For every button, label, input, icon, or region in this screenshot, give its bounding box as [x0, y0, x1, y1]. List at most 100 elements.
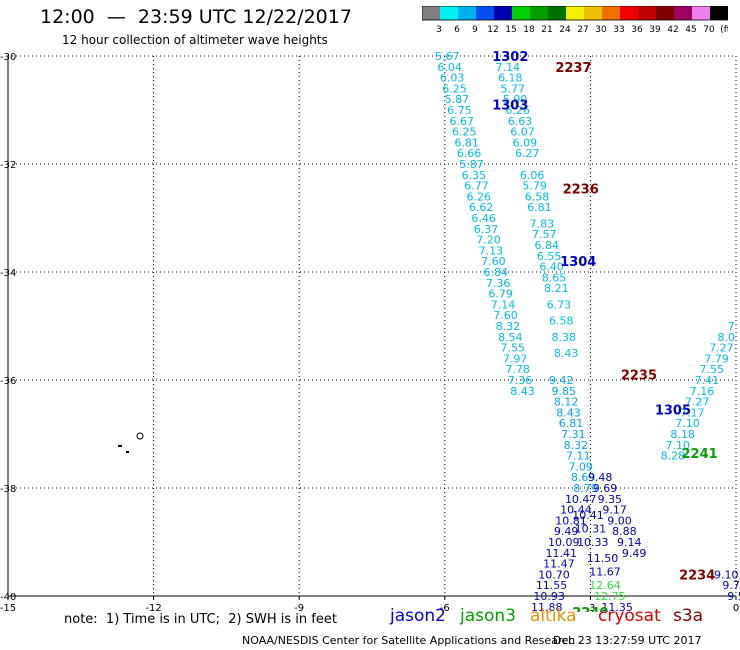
wave-height-value: 10.41: [572, 509, 604, 522]
x-tick-label: -15: [0, 603, 16, 612]
wave-height-value: 6.04: [437, 61, 462, 74]
wave-height-value: 8.54: [498, 331, 523, 344]
y-tick-label: -30: [0, 52, 16, 63]
y-tick-label: -40: [0, 592, 16, 603]
colorbar-swatch: [512, 6, 531, 20]
map-title: 12:00 — 23:59 UTC 12/22/2017: [40, 6, 352, 28]
wave-height-value: 6.58: [525, 190, 550, 203]
wave-height-value: 7.09: [568, 460, 593, 473]
colorbar-swatch: [602, 6, 621, 20]
wave-height-value: 6.03: [440, 72, 465, 85]
pass-number-label: 2235: [621, 369, 657, 384]
wave-height-value: 6.66: [457, 147, 482, 160]
colorbar-swatch: [458, 6, 477, 20]
wave-height-value: 7.14: [491, 298, 516, 311]
pass-number-label: 2236: [563, 182, 599, 197]
x-tick-label: -6: [440, 603, 450, 612]
colorbar-label: 12: [487, 25, 498, 34]
wave-height-value: 9.69: [593, 482, 618, 495]
pass-number-label: 1302: [492, 50, 528, 65]
y-tick-label: -32: [0, 160, 16, 171]
map-subtitle: 12 hour collection of altimeter wave hei…: [62, 33, 328, 47]
pass-number-label: 1303: [492, 99, 528, 114]
wave-height-value: 12.75: [594, 590, 626, 603]
colorbar-swatch: [692, 6, 711, 20]
wave-height-value: 10.44: [560, 504, 592, 517]
x-tick-label: -12: [145, 603, 161, 612]
y-tick-label: -36: [0, 376, 16, 387]
wave-height-value: 9.5: [727, 590, 740, 603]
wave-height-value: 5.77: [500, 82, 525, 95]
wave-height-value: 6.26: [467, 190, 492, 203]
wave-height-value: 12.64: [589, 579, 621, 592]
wave-height-value: 6.58: [549, 315, 574, 328]
island-markers: [118, 432, 144, 453]
wave-height-value: 10.93: [533, 590, 565, 603]
wave-height-value: 6.40: [539, 261, 564, 274]
wave-height-value: 8.88: [612, 525, 637, 538]
wave-height-value: 8.21: [544, 282, 569, 295]
colorbar-swatch: [440, 6, 459, 20]
wave-height-value: 7.60: [493, 309, 518, 322]
wave-height-value: 7.36: [508, 374, 533, 387]
pass-labels: 1302 1303 2237 2236 1304 2235 1305 2241 2234 2240: [492, 50, 717, 612]
wave-height-value: 6.77: [464, 180, 489, 193]
colorbar-swatch: [494, 6, 513, 20]
wave-height-value: 8.79: [573, 482, 598, 495]
wave-height-value: 10.70: [538, 568, 570, 581]
wave-height-value: 7.97: [503, 352, 528, 365]
wave-height-value: 6.35: [462, 169, 487, 182]
pass-number-label: 2240: [572, 606, 608, 612]
y-tick-label: -34: [0, 268, 16, 279]
pass-number-label: 2234: [679, 568, 715, 583]
colorbar-label: 9: [472, 25, 478, 34]
wave-height-value: 10.31: [575, 523, 607, 536]
wave-height-value: 5.79: [522, 180, 547, 193]
wave-height-value: 7.55: [699, 363, 724, 376]
wave-height-value: 9.00: [607, 514, 632, 527]
wave-height-value: 9.17: [602, 504, 627, 517]
wave-height-value: 6.84: [534, 239, 559, 252]
wave-height-value: 7.60: [481, 255, 506, 268]
colorbar-swatch: [422, 6, 441, 20]
legend-s3a: s3a: [673, 606, 704, 626]
wave-height-value: 7: [728, 320, 735, 333]
wave-height-value: 11.67: [589, 566, 621, 579]
colorbar-label: 33: [613, 25, 624, 34]
colorbar-label: 18: [523, 25, 535, 34]
wave-height-value: 7.20: [476, 234, 501, 247]
wave-height-value: 5.90: [503, 93, 528, 106]
wave-height-value: 8.69: [571, 471, 596, 484]
wave-height-value: 7.78: [505, 363, 530, 376]
wave-height-value: 6.09: [513, 136, 538, 149]
colorbar-swatch: [566, 6, 585, 20]
wave-height-value: 9.49: [622, 547, 647, 560]
wave-height-value: 6.18: [498, 72, 523, 85]
wave-height-value: 6.27: [515, 147, 540, 160]
wave-height-value: 9.42: [549, 374, 574, 387]
colorbar-label: 24: [559, 25, 571, 34]
pass-number-label: 1305: [655, 404, 691, 419]
wave-height-value: 10.33: [577, 536, 609, 549]
wave-height-value: 8.43: [554, 347, 579, 360]
wave-height-value: 8.43: [510, 385, 535, 398]
wave-height-value: 8.28: [661, 450, 686, 463]
colorbar-swatch: [656, 6, 675, 20]
units-note: note: 1) Time is in UTC; 2) SWH is in fe…: [64, 612, 337, 627]
wave-height-value: 9.48: [588, 471, 613, 484]
wave-height-value: 6.75: [447, 104, 472, 117]
wave-height-value: 7.16: [690, 385, 715, 398]
axis-ticks: -15 -12 -9 -6 -3 0-30-32-34-36-38-40: [0, 52, 739, 612]
wave-height-value: 6.81: [454, 136, 479, 149]
wave-height-value: 11.55: [536, 579, 568, 592]
colorbar-label: (ft): [720, 25, 728, 34]
wave-height-value: 8.65: [542, 271, 567, 284]
colorbar-swatch: [620, 6, 639, 20]
x-tick-label: 0: [733, 603, 739, 612]
wave-height-value: 10.81: [555, 514, 587, 527]
colorbar-swatch: [638, 6, 657, 20]
colorbar-swatch: [548, 6, 567, 20]
wave-height-value: 7.17: [680, 406, 705, 419]
colorbar-label: 30: [595, 25, 607, 34]
